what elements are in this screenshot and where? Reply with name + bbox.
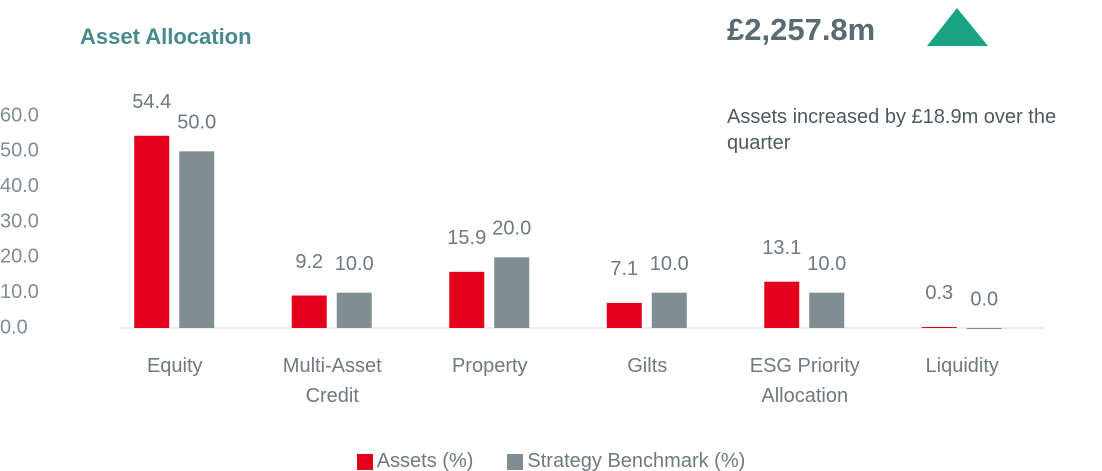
- bar: [336, 292, 372, 328]
- value-label: 0.3: [925, 282, 953, 304]
- chart-title: Asset Allocation: [80, 24, 252, 49]
- bar: [921, 326, 957, 328]
- bar: [494, 257, 530, 328]
- bar: [606, 302, 642, 328]
- value-label: 54.4: [132, 91, 171, 113]
- bar: [809, 292, 845, 328]
- bar: [449, 271, 485, 328]
- y-tick-label: 30.0: [0, 210, 39, 232]
- value-label: 7.1: [610, 258, 638, 280]
- legend-swatch: [356, 453, 373, 470]
- x-tick-label: Property: [451, 355, 528, 377]
- up-arrow-icon: [927, 8, 988, 46]
- y-tick-label: 20.0: [0, 246, 39, 268]
- legend: Assets (%) Strategy Benchmark (%): [0, 450, 1102, 471]
- value-label: 10.0: [807, 253, 846, 275]
- x-tick-label: ESG Priority Allocation: [749, 355, 860, 407]
- y-tick-label: 50.0: [0, 140, 39, 162]
- value-label: 0.0: [970, 288, 998, 310]
- bar: [134, 135, 170, 328]
- y-tick-label: 60.0: [0, 104, 39, 126]
- bar: [291, 295, 327, 328]
- value-label: 20.0: [492, 218, 531, 240]
- x-tick-label: Liquidity: [925, 355, 999, 377]
- y-tick-label: 10.0: [0, 281, 39, 303]
- x-tick-label: Equity: [146, 355, 203, 377]
- value-label: 10.0: [335, 253, 374, 275]
- bar: [179, 151, 215, 328]
- value-label: 9.2: [295, 251, 323, 273]
- bar: [651, 292, 687, 328]
- bar: [764, 281, 800, 328]
- x-tick-label: Multi-Asset Credit: [282, 355, 382, 407]
- legend-swatch: [507, 453, 524, 470]
- legend-item: Assets (%): [356, 450, 474, 471]
- value-label: 13.1: [762, 237, 801, 259]
- total-assets: £2,257.8m: [727, 12, 876, 47]
- legend-label: Assets (%): [376, 450, 474, 471]
- legend-label: Strategy Benchmark (%): [527, 450, 746, 471]
- legend-item: Strategy Benchmark (%): [507, 450, 745, 471]
- y-tick-label: 0.0: [0, 316, 28, 338]
- value-label: 10.0: [650, 253, 689, 275]
- value-label: 50.0: [177, 112, 216, 134]
- value-label: 15.9: [447, 227, 486, 249]
- bar: [966, 328, 1002, 329]
- x-tick-label: Gilts: [627, 355, 668, 377]
- assets-note: Assets increased by £18.9m over the quar…: [727, 106, 1057, 154]
- y-tick-label: 40.0: [0, 175, 39, 197]
